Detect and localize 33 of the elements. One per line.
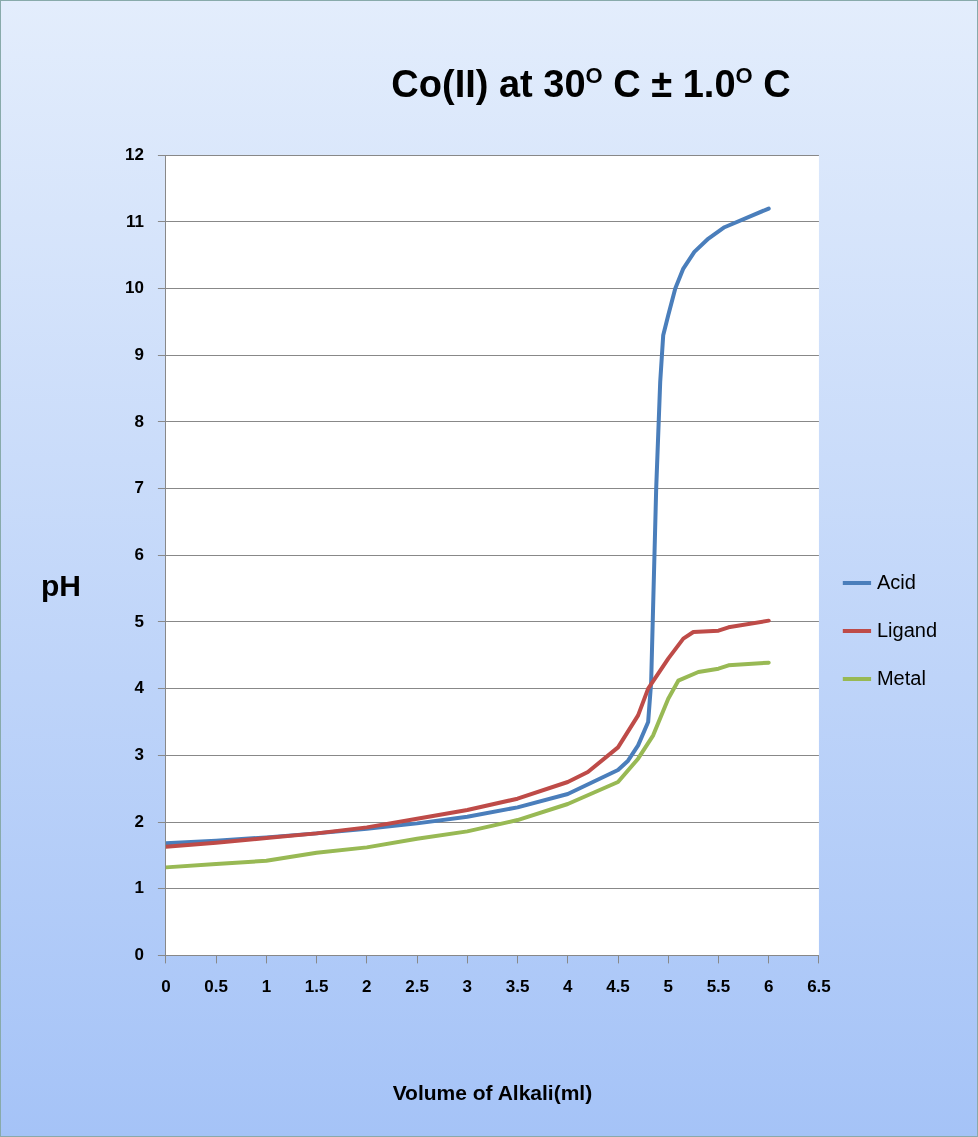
y-tick-label: 6 xyxy=(134,544,144,564)
y-tick-label: 7 xyxy=(134,478,144,498)
legend-label: Ligand xyxy=(876,618,937,641)
x-tick-label: 4.5 xyxy=(606,977,630,997)
legend-label: Acid xyxy=(876,570,916,593)
x-tick-label: 6 xyxy=(763,977,774,997)
y-tick-label: 5 xyxy=(134,611,144,631)
legend-label: Metal xyxy=(876,666,926,689)
y-tick-label: 10 xyxy=(124,278,144,298)
x-tick-label: 4 xyxy=(563,977,574,997)
x-tick-label: 0.5 xyxy=(204,977,228,997)
y-tick-label: 1 xyxy=(134,878,144,898)
x-tick-label: 5.5 xyxy=(706,977,731,997)
x-axis-title: Volume of Alkali(ml) xyxy=(392,1081,593,1105)
y-tick-label: 2 xyxy=(134,811,144,831)
x-tick-label: 3 xyxy=(462,977,473,997)
y-tick-label: 4 xyxy=(134,678,145,698)
y-tick-label: 9 xyxy=(134,344,144,364)
y-tick-label: 12 xyxy=(124,144,144,164)
y-tick-label: 0 xyxy=(134,945,144,965)
x-tick-label: 1 xyxy=(261,977,272,997)
y-tick-label: 11 xyxy=(125,211,144,231)
x-tick-label: 6.5 xyxy=(807,977,831,997)
x-tick-label: 5 xyxy=(663,977,673,997)
y-axis-title: pH xyxy=(41,569,81,603)
x-tick-label: 2.5 xyxy=(405,977,429,997)
x-tick-label: 2 xyxy=(362,977,372,997)
x-tick-label: 1.5 xyxy=(304,977,329,997)
y-tick-label: 3 xyxy=(134,745,144,765)
y-tick-label: 8 xyxy=(134,411,144,431)
x-tick-label: 3.5 xyxy=(505,977,530,997)
x-tick-label: 0 xyxy=(161,977,171,997)
chart-title: Co(II) at 30$^{O}$ C ± 1.0$^{O}$ C xyxy=(390,63,792,106)
